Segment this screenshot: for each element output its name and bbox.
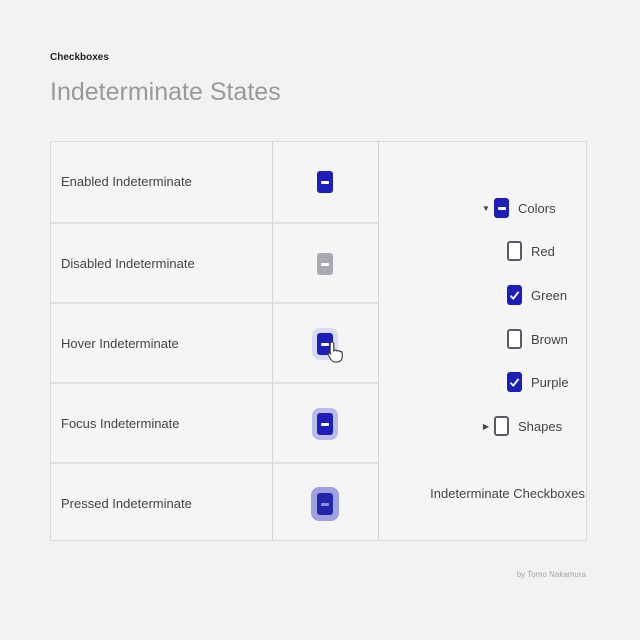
- tree-item-colors[interactable]: ▼ Colors: [481, 198, 556, 218]
- red-checkbox[interactable]: [507, 241, 522, 261]
- caret-down-icon[interactable]: ▼: [482, 203, 490, 213]
- purple-checkbox[interactable]: [507, 372, 522, 392]
- credit-text: by Tomo Nakamura: [516, 570, 586, 579]
- state-row-enabled: Enabled Indeterminate: [51, 142, 378, 222]
- tree-item-label: Colors: [518, 200, 556, 216]
- brown-checkbox[interactable]: [507, 329, 522, 349]
- tree-item-red[interactable]: Red: [507, 241, 555, 261]
- tree-caption: Indeterminate Checkboxes: [430, 486, 585, 501]
- overline-label: Checkboxes: [50, 52, 109, 63]
- tree-item-shapes[interactable]: ▶ Shapes: [481, 416, 562, 436]
- tree-item-purple[interactable]: Purple: [507, 372, 569, 392]
- hand-cursor-icon: [327, 341, 343, 363]
- indeterminate-checkbox-enabled[interactable]: [317, 171, 333, 193]
- indeterminate-checkbox-focus[interactable]: [317, 413, 333, 435]
- states-table: Enabled Indeterminate Disabled Indetermi…: [51, 142, 378, 540]
- state-row-disabled: Disabled Indeterminate: [51, 222, 378, 302]
- tree-item-label: Red: [531, 243, 555, 259]
- states-panel: Enabled Indeterminate Disabled Indetermi…: [50, 141, 587, 541]
- tree-item-label: Purple: [531, 374, 569, 390]
- state-label: Pressed Indeterminate: [61, 496, 192, 511]
- checkmark-icon: [509, 377, 520, 387]
- tree-item-green[interactable]: Green: [507, 285, 567, 305]
- caret-right-icon[interactable]: ▶: [482, 421, 490, 431]
- green-checkbox[interactable]: [507, 285, 522, 305]
- indeterminate-checkbox-pressed[interactable]: [317, 493, 333, 515]
- state-label: Enabled Indeterminate: [61, 174, 192, 189]
- tree-item-label: Brown: [531, 331, 568, 347]
- state-row-focus: Focus Indeterminate: [51, 382, 378, 462]
- shapes-checkbox[interactable]: [494, 416, 509, 436]
- checkbox-tree: ▼ Colors Red Green Brown Purple ▶: [429, 142, 586, 540]
- state-label: Hover Indeterminate: [61, 336, 179, 351]
- tree-item-label: Green: [531, 287, 568, 303]
- column-divider: [272, 142, 273, 540]
- indeterminate-checkbox-hover[interactable]: [317, 333, 343, 363]
- checkmark-icon: [509, 290, 520, 300]
- colors-checkbox[interactable]: [494, 198, 509, 218]
- page-title: Indeterminate States: [50, 78, 281, 106]
- state-row-pressed: Pressed Indeterminate: [51, 462, 378, 542]
- indeterminate-checkbox-disabled: [317, 253, 333, 275]
- state-row-hover: Hover Indeterminate: [51, 302, 378, 382]
- state-label: Focus Indeterminate: [61, 416, 180, 431]
- column-divider: [378, 142, 379, 540]
- tree-item-label: Shapes: [518, 418, 563, 434]
- state-label: Disabled Indeterminate: [61, 256, 195, 271]
- tree-item-brown[interactable]: Brown: [507, 329, 568, 349]
